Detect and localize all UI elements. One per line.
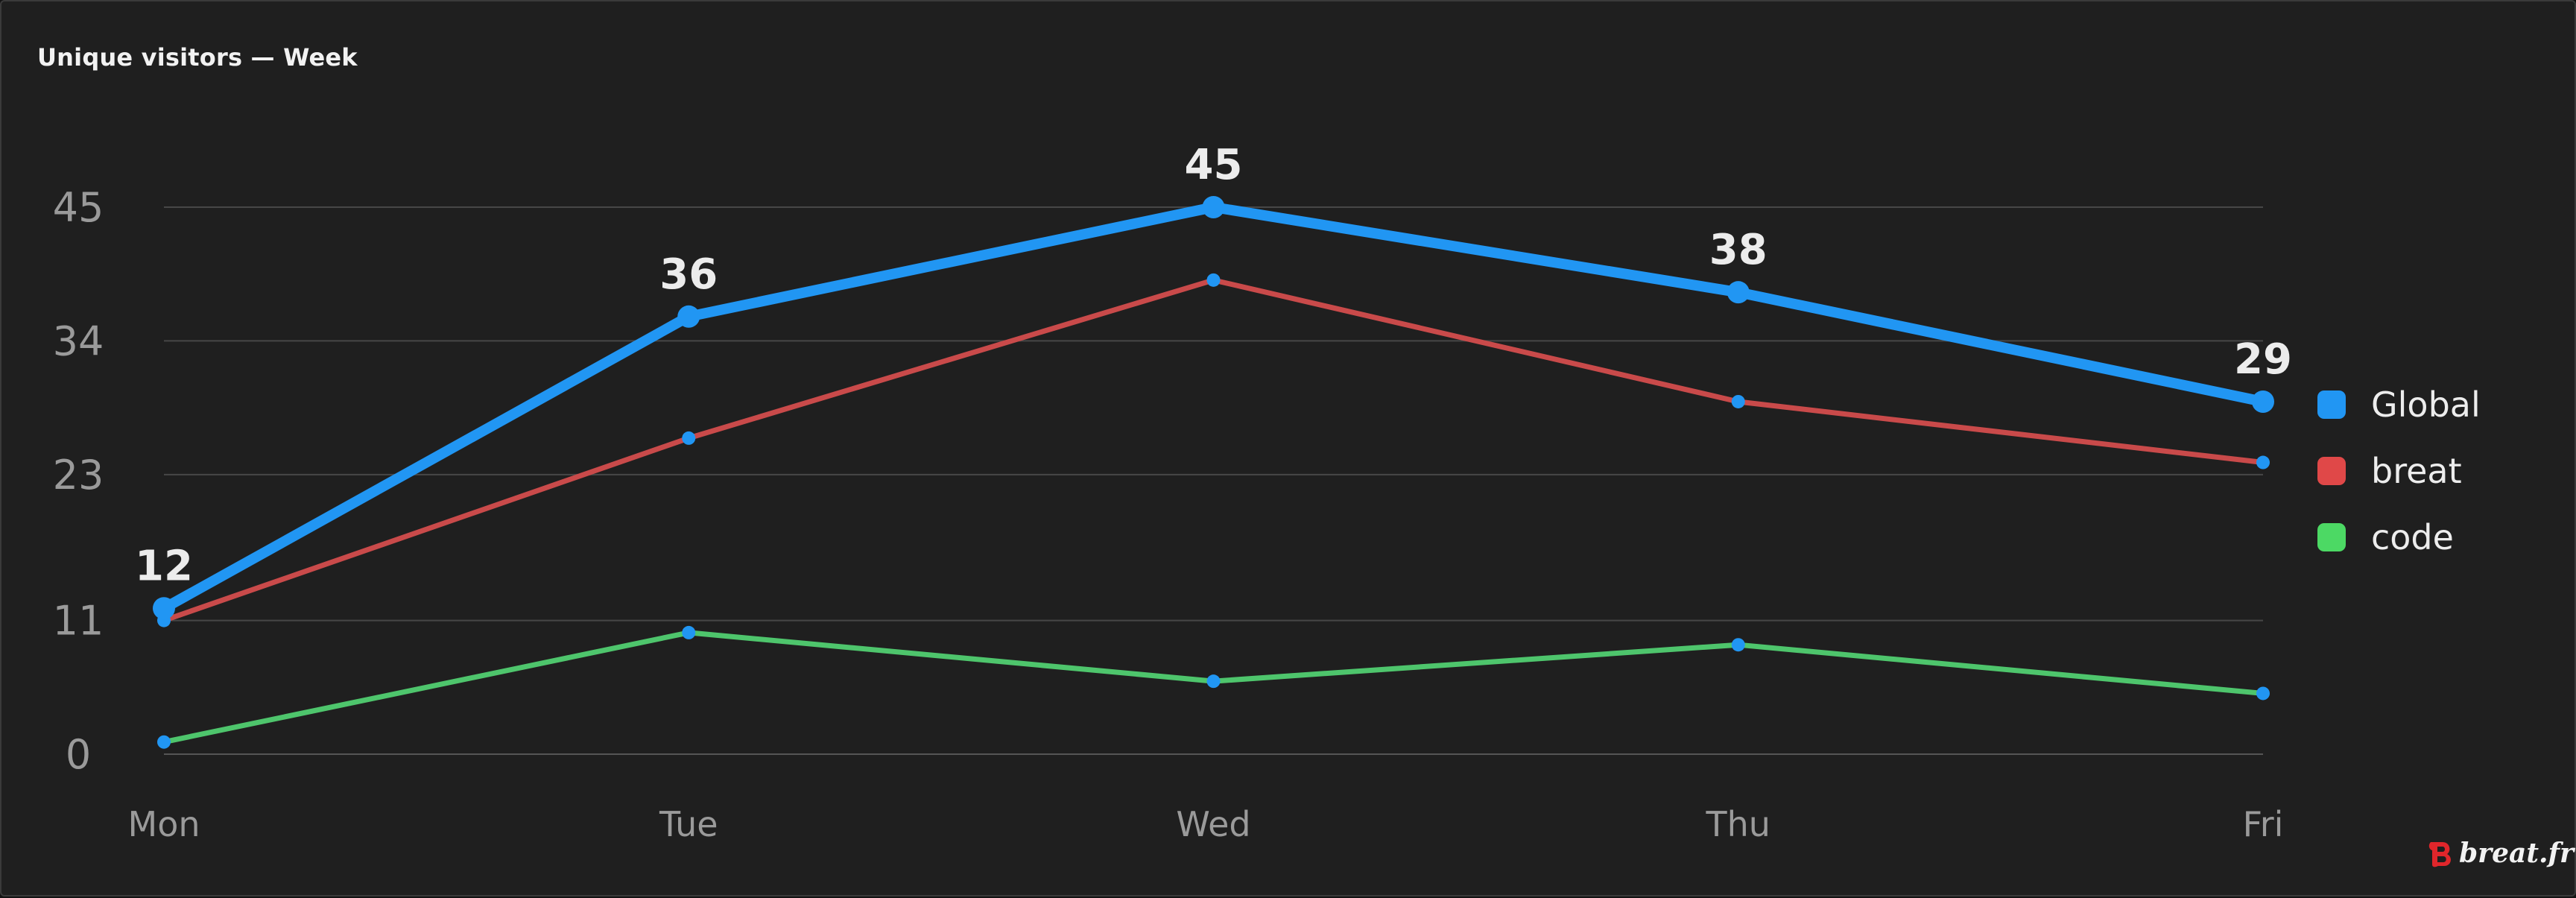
breat-logo-icon xyxy=(2428,842,2451,867)
x-tick-label: Wed xyxy=(1176,804,1250,844)
series-line-global xyxy=(159,202,2268,614)
data-point-code xyxy=(682,625,696,639)
watermark-text: breat.fr xyxy=(2459,838,2574,869)
y-tick-label: 11 xyxy=(53,598,104,645)
data-point-code xyxy=(1731,638,1745,652)
y-tick-label: 0 xyxy=(66,731,91,778)
data-point-code xyxy=(1206,674,1221,689)
legend-label-code: code xyxy=(2371,516,2454,557)
data-label: 36 xyxy=(659,250,718,299)
x-tick-label: Mon xyxy=(128,804,200,844)
legend-swatch-global xyxy=(2317,390,2346,419)
legend-item-global[interactable]: Global xyxy=(2317,371,2481,437)
x-tick-label: Fri xyxy=(2243,804,2284,844)
y-tick-label: 45 xyxy=(53,184,104,231)
data-point-global xyxy=(677,305,700,328)
y-tick-label: 23 xyxy=(53,452,104,499)
data-label: 12 xyxy=(135,542,193,590)
y-tick-label: 34 xyxy=(53,317,104,364)
legend-swatch-code xyxy=(2317,522,2346,551)
data-point-code xyxy=(157,735,171,749)
chart-title: Unique visitors — Week xyxy=(37,43,358,72)
data-label: 29 xyxy=(2234,335,2292,384)
data-point-global xyxy=(1727,281,1750,304)
data-point-global xyxy=(2252,390,2274,413)
data-point-breat xyxy=(2256,455,2270,469)
chart-legend: Global breat code xyxy=(2317,371,2481,570)
x-tick-label: Tue xyxy=(659,804,718,844)
data-label: 38 xyxy=(1709,226,1768,274)
x-tick-label: Thu xyxy=(1706,804,1770,844)
legend-item-code[interactable]: code xyxy=(2317,504,2481,570)
data-point-breat xyxy=(1731,394,1745,408)
data-point-breat xyxy=(682,431,696,445)
legend-swatch-breat xyxy=(2317,456,2346,485)
watermark: breat.fr xyxy=(2425,838,2574,869)
data-point-global xyxy=(153,597,175,620)
data-label: 45 xyxy=(1185,141,1243,189)
legend-item-breat[interactable]: breat xyxy=(2317,437,2481,504)
data-point-breat xyxy=(1206,273,1221,287)
data-point-code xyxy=(2256,686,2270,701)
legend-label-global: Global xyxy=(2371,384,2481,425)
data-point-global xyxy=(1202,196,1225,218)
legend-label-breat: breat xyxy=(2371,450,2462,491)
